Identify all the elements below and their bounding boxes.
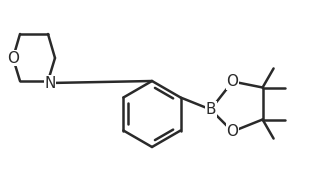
- Text: O: O: [7, 51, 19, 65]
- Text: N: N: [44, 76, 56, 90]
- Text: O: O: [227, 124, 239, 139]
- Text: O: O: [227, 74, 239, 89]
- Text: B: B: [205, 102, 216, 117]
